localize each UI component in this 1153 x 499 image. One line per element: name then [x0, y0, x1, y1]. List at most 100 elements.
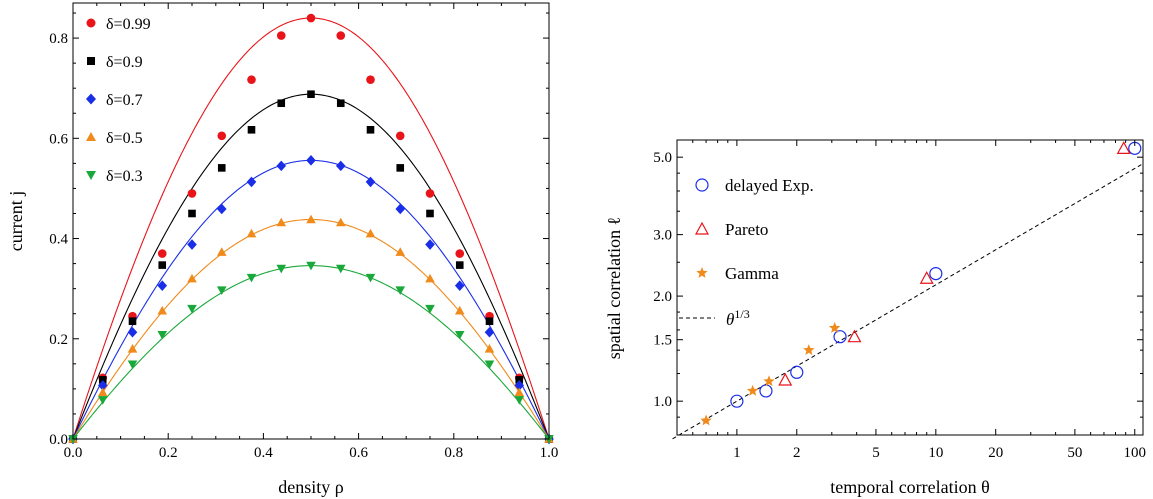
- data-point-s2-3: [157, 280, 168, 291]
- data-point-s4-6: [246, 273, 257, 283]
- data-point-s2-2: [127, 326, 138, 338]
- data-point-s1-5: [217, 164, 226, 172]
- data-point-s0-2: [790, 365, 804, 379]
- left-x-axis-label: density ρ: [278, 477, 343, 497]
- data-point-s2-9: [335, 160, 346, 172]
- data-point-s3-4: [187, 273, 197, 283]
- legend-label-2: δ=0.7: [106, 92, 143, 109]
- legend-label-1: δ=0.9: [106, 54, 143, 71]
- fit-line-path: [672, 163, 1144, 440]
- data-point-s0-7: [276, 31, 286, 40]
- data-point-s0-3: [157, 249, 167, 258]
- x-tick-label-4: 20: [988, 445, 1003, 461]
- data-point-s1-11: [396, 164, 405, 172]
- data-point-s1-7: [277, 99, 286, 108]
- x-tick-label-5: 50: [1067, 445, 1082, 461]
- data-point-s4-11: [395, 286, 406, 295]
- series-curve-0: [72, 17, 550, 440]
- data-point-s3-2: [127, 343, 138, 353]
- data-point-s4-5: [216, 286, 227, 295]
- data-point-s4-15: [514, 396, 525, 405]
- x-tick-label-0: 1: [733, 445, 741, 461]
- data-point-s2-14: [484, 326, 495, 338]
- data-point-s2-3: [803, 344, 815, 356]
- data-point-s2-13: [454, 280, 465, 291]
- data-point-s4-14: [484, 360, 495, 370]
- y-tick-label-3: 0.6: [49, 131, 68, 147]
- data-point-s0-6: [247, 75, 256, 84]
- data-point-s0-0: [730, 394, 744, 408]
- x-tick-label-3: 0.6: [349, 445, 368, 461]
- x-tick-label-1: 2: [793, 445, 801, 461]
- data-point-s4-9: [335, 264, 346, 274]
- data-point-s1-1: [847, 329, 862, 343]
- legend-marker-2: [696, 267, 708, 278]
- data-point-s1-3: [158, 261, 167, 269]
- data-point-s1-15: [515, 376, 524, 384]
- data-point-s2-15: [514, 380, 525, 391]
- data-point-s1-12: [426, 209, 434, 218]
- x-tick-label-3: 10: [928, 445, 943, 461]
- right-plot-frame: [676, 139, 1144, 436]
- data-point-s0-4: [929, 266, 943, 281]
- legend-marker-0: [86, 18, 96, 28]
- data-point-s1-1: [98, 376, 107, 384]
- data-point-s3-5: [216, 247, 227, 256]
- data-point-s3-6: [246, 228, 257, 238]
- legend-label-0: δ=0.99: [106, 16, 151, 33]
- data-point-s4-2: [127, 360, 138, 370]
- y-tick-label-2: 2.0: [653, 289, 672, 305]
- right-axis-ticks: 1 2 5 10 20 50 100 1.0 1.5 2.0 3.0 5.0: [653, 140, 1146, 461]
- data-point-s1-9: [336, 99, 345, 108]
- data-point-s2-7: [276, 160, 287, 172]
- data-point-s2-8: [306, 155, 316, 166]
- legend-marker-3: [86, 132, 96, 141]
- data-point-s4-12: [425, 304, 435, 314]
- data-point-s0-9: [336, 31, 346, 40]
- data-point-s2-2: [763, 375, 775, 387]
- data-point-s3-7: [276, 217, 287, 227]
- data-point-s0-10: [366, 75, 375, 84]
- data-point-s3-11: [395, 247, 406, 256]
- data-point-s2-11: [395, 203, 406, 215]
- data-point-s4-1: [97, 396, 108, 405]
- data-point-s2-4: [828, 322, 841, 333]
- x-tick-label-0: 0.0: [64, 445, 83, 461]
- data-point-s4-3: [157, 330, 168, 340]
- left-series-curves: [72, 17, 550, 440]
- x-tick-label-2: 5: [872, 445, 880, 461]
- data-point-s4-10: [365, 273, 376, 283]
- right-y-axis-label: spatial correlation ℓ: [604, 217, 624, 360]
- data-point-s2-1: [97, 380, 108, 391]
- data-point-s0-8: [306, 13, 316, 23]
- data-point-s1-2: [128, 317, 137, 326]
- legend-marker-1: [694, 221, 710, 235]
- data-point-s4-4: [187, 304, 197, 314]
- legend-label-1: Pareto: [725, 220, 768, 239]
- legend-marker-2: [86, 93, 96, 105]
- data-point-s1-14: [485, 317, 494, 326]
- data-point-s2-10: [365, 176, 376, 188]
- data-point-s2-4: [187, 239, 197, 250]
- right-x-axis-label: temporal correlation θ: [830, 477, 990, 497]
- x-tick-label-5: 1.0: [540, 445, 559, 461]
- left-axis-ticks: 0.0 0.2 0.4 0.6 0.8 1.0 0.0 0.2 0.4 0.6 0.8: [49, 3, 558, 461]
- y-tick-label-0: 1.0: [653, 394, 672, 410]
- legend-fit-label: θ1/3: [726, 307, 750, 329]
- y-tick-label-0: 0.0: [49, 432, 68, 448]
- left-y-axis-label: current j: [6, 191, 26, 251]
- right-fit-line: [672, 163, 1144, 440]
- x-tick-label-2: 0.4: [254, 445, 273, 461]
- data-point-s0-3: [833, 330, 847, 344]
- data-point-s1-3: [1116, 141, 1131, 154]
- data-point-s0-11: [395, 131, 405, 141]
- left-legend: δ=0.99 δ=0.9 δ=0.7 δ=0.5 δ=0.3: [86, 16, 151, 185]
- series-curve-4: [72, 265, 550, 440]
- legend-label-4: δ=0.3: [106, 168, 143, 185]
- series-curve-2: [72, 159, 550, 440]
- data-point-s0-4: [187, 189, 197, 198]
- x-tick-label-6: 100: [1124, 445, 1147, 461]
- data-point-s1-8: [307, 90, 315, 99]
- data-point-s1-6: [247, 125, 256, 134]
